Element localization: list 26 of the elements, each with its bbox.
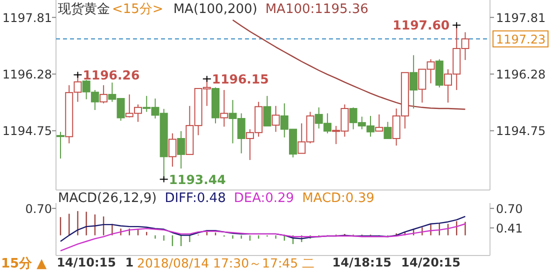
y-tick-label: 1197.81 bbox=[496, 10, 546, 25]
y-tick-label: 1194.75 bbox=[496, 124, 546, 138]
annotation: 1193.44 bbox=[168, 172, 226, 187]
y2-tick-label: 0.41 bbox=[496, 221, 523, 236]
y-tick-label: 1196.28 bbox=[496, 68, 546, 82]
annotation: DEA:0.29 bbox=[234, 191, 294, 206]
x-tick-label: 14/10:15 bbox=[56, 256, 116, 270]
x-tick-label: 14/18:15 bbox=[332, 256, 392, 270]
text: 2018/08/14 17:30～17:45 二 bbox=[137, 256, 316, 270]
annotation: DIFF:0.48 bbox=[164, 191, 226, 206]
annotation: 1196.26 bbox=[82, 67, 140, 82]
chart-title: MACD(26,12,9) bbox=[58, 191, 157, 206]
y2-tick-label: 1194.75 bbox=[2, 124, 52, 138]
chart-subtitle: <15分> bbox=[112, 2, 164, 17]
ref-line-label: 1197.23 bbox=[496, 32, 546, 46]
annotation: 1196.15 bbox=[212, 71, 269, 86]
text: 15分 ▲ bbox=[1, 256, 47, 271]
annotation: MACD:0.39 bbox=[302, 191, 374, 206]
y2-tick-label: 1196.28 bbox=[2, 68, 52, 82]
annotation: MA(100,200) bbox=[173, 2, 258, 17]
y2-tick-label: 1197.81 bbox=[2, 10, 52, 25]
annotation: 1197.60 bbox=[392, 18, 450, 33]
annotation: MA100:1195.36 bbox=[265, 2, 368, 17]
x-tick-label: 14/20:15 bbox=[401, 256, 460, 270]
x-tick-label: 1 bbox=[125, 256, 134, 270]
chart-title: 现货黄金 bbox=[58, 2, 110, 17]
